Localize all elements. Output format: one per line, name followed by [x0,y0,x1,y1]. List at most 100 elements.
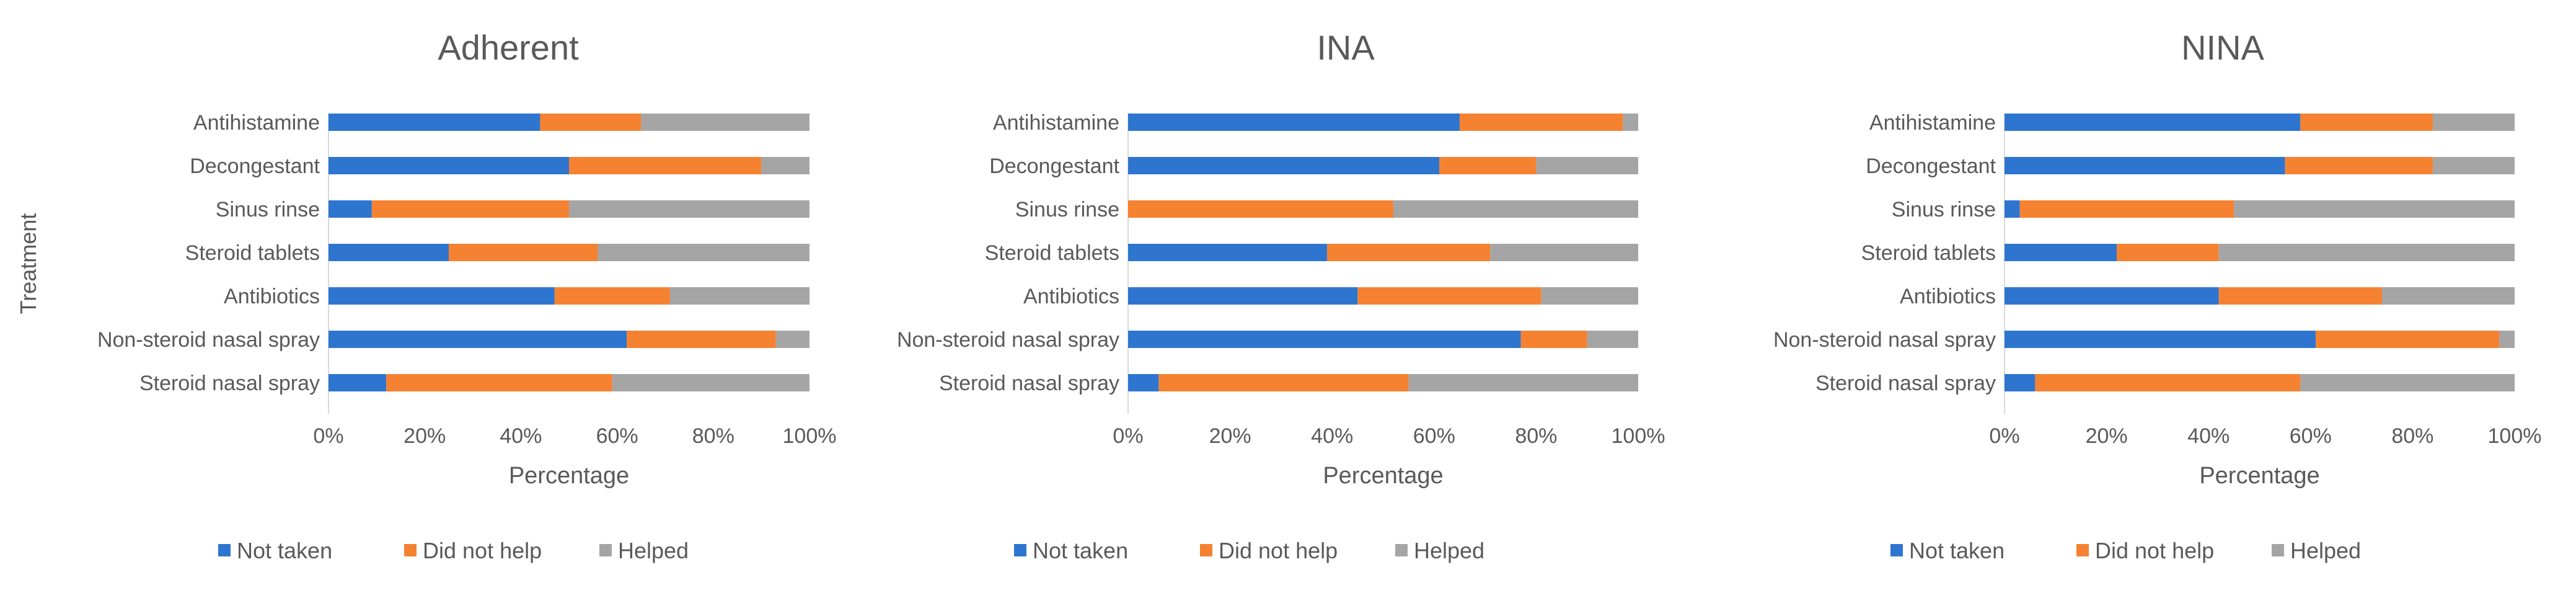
x-tick-label-1-5: 100% [1612,424,1665,448]
bar-2-0-did-not-help [2300,114,2433,131]
legend-label-1-1: Did not help [1219,538,1338,563]
category-label-1-5: Non-steroid nasal spray [897,328,1119,352]
bar-0-0-did-not-help [540,114,642,131]
legend-swatch-1-2 [1395,544,1408,556]
bar-2-4-did-not-help [2218,287,2383,305]
bar-2-1-helped [2433,157,2515,174]
bar-0-5-not-taken [329,331,627,348]
bar-1-4-not-taken [1128,287,1358,305]
legend-label-0-0: Not taken [237,538,332,563]
chart-title-0: Adherent [438,28,579,67]
x-tick-label-1-3: 60% [1413,424,1455,448]
bar-0-5-did-not-help [627,331,776,348]
x-tick-label-1-2: 40% [1311,424,1353,448]
bar-1-6-helped [1408,374,1638,391]
bar-1-1-did-not-help [1439,157,1537,174]
category-label-1-4: Antibiotics [1023,285,1119,308]
bar-1-5-helped [1587,331,1638,348]
bar-1-0-did-not-help [1459,114,1623,131]
bar-1-1-not-taken [1128,157,1440,174]
bar-1-6-did-not-help [1158,374,1409,391]
bar-2-3-did-not-help [2117,244,2219,261]
bar-1-0-helped [1623,114,1638,131]
legend-label-0-1: Did not help [423,538,542,563]
x-tick-label-1-0: 0% [1113,424,1143,448]
bar-0-1-not-taken [329,157,569,174]
x-tick-label-0-2: 40% [500,424,542,448]
x-tick-label-1-1: 20% [1209,424,1251,448]
bar-1-3-did-not-help [1326,244,1491,261]
x-axis-label-0: Percentage [509,463,629,489]
bar-2-5-did-not-help [2316,331,2500,348]
bar-0-3-not-taken [329,244,449,261]
bar-1-0-not-taken [1128,114,1460,131]
category-label-0-3: Steroid tablets [185,241,320,265]
category-label-0-6: Steroid nasal spray [139,372,320,395]
bar-2-5-helped [2499,331,2515,348]
x-tick-label-0-5: 100% [783,424,837,448]
bar-2-6-not-taken [2005,374,2036,391]
legend-swatch-2-2 [2272,544,2284,556]
bar-2-3-not-taken [2005,244,2117,261]
x-tick-label-0-1: 20% [404,424,446,448]
bar-2-2-helped [2234,200,2515,218]
bar-0-4-did-not-help [554,287,670,305]
legend-label-1-0: Not taken [1033,538,1128,563]
bar-2-6-did-not-help [2035,374,2301,391]
bar-2-1-did-not-help [2285,157,2433,174]
category-label-0-2: Sinus rinse [216,198,320,221]
category-label-1-6: Steroid nasal spray [939,372,1119,395]
category-label-2-4: Antibiotics [1900,285,1996,308]
bar-0-3-helped [598,244,809,261]
category-label-2-2: Sinus rinse [1892,198,1996,221]
legend-label-0-2: Helped [618,538,689,563]
category-label-0-1: Decongestant [190,154,320,178]
category-label-0-0: Antihistamine [193,111,320,135]
chart-title-2: NINA [2181,28,2264,67]
bar-1-4-did-not-help [1357,287,1542,305]
category-label-0-5: Non-steroid nasal spray [97,328,320,352]
legend-swatch-1-0 [1014,544,1026,556]
x-tick-label-1-4: 80% [1515,424,1557,448]
bar-0-4-helped [669,287,809,305]
bar-1-5-did-not-help [1520,331,1587,348]
x-tick-label-2-2: 40% [2187,424,2230,448]
x-tick-label-2-5: 100% [2488,424,2542,448]
bar-0-2-helped [569,200,809,218]
x-axis-label-2: Percentage [2199,463,2319,489]
bar-2-3-helped [2218,244,2515,261]
bar-0-3-did-not-help [449,244,598,261]
bar-0-2-not-taken [329,200,372,218]
legend-swatch-2-0 [1890,544,1903,556]
bar-0-1-helped [761,157,809,174]
legend-label-2-1: Did not help [2095,538,2214,563]
bar-2-4-not-taken [2005,287,2219,305]
category-label-2-0: Antihistamine [1869,111,1996,135]
x-axis-label-1: Percentage [1323,463,1443,489]
legend-swatch-2-1 [2076,544,2089,556]
bar-0-0-not-taken [329,114,540,131]
bar-2-6-helped [2300,374,2515,391]
x-tick-label-2-3: 60% [2290,424,2332,448]
bar-1-3-not-taken [1128,244,1327,261]
bar-1-5-not-taken [1128,331,1521,348]
bar-2-5-not-taken [2005,331,2316,348]
legend-label-2-2: Helped [2290,538,2361,563]
bar-2-1-not-taken [2005,157,2285,174]
bar-2-0-not-taken [2005,114,2301,131]
x-tick-label-0-3: 60% [596,424,638,448]
category-label-2-5: Non-steroid nasal spray [1773,328,1996,352]
category-label-2-3: Steroid tablets [1861,241,1996,265]
x-tick-label-0-4: 80% [692,424,734,448]
legend-label-1-2: Helped [1414,538,1484,563]
chart-title-1: INA [1317,28,1375,67]
bar-0-2-did-not-help [371,200,569,218]
legend-swatch-0-0 [218,544,231,556]
bar-2-2-did-not-help [2019,200,2234,218]
x-tick-label-0-0: 0% [313,424,343,448]
legend-swatch-1-1 [1200,544,1212,556]
bar-1-6-not-taken [1128,374,1159,391]
bar-1-1-helped [1536,157,1638,174]
